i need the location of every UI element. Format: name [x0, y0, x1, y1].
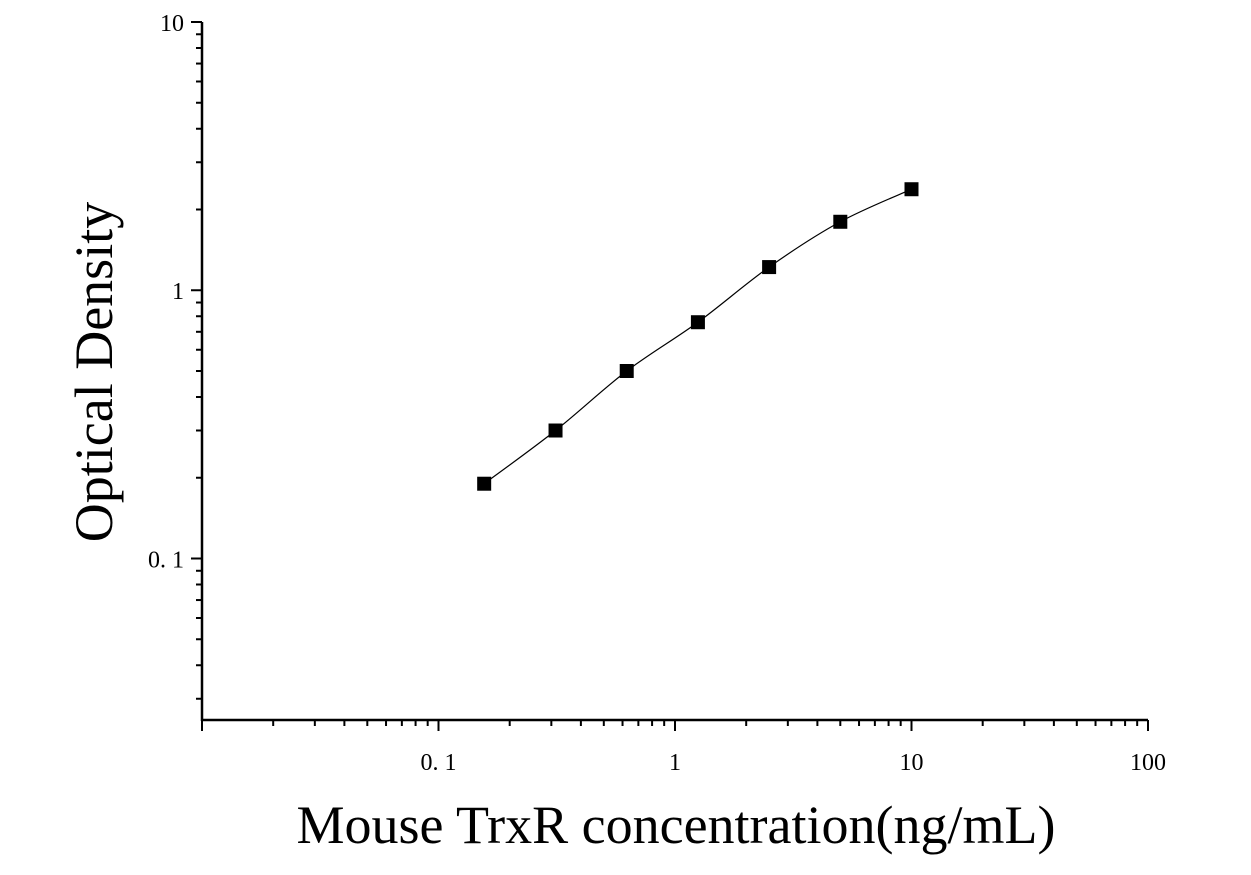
data-points	[477, 182, 919, 491]
data-point	[477, 476, 492, 491]
data-point	[904, 182, 919, 197]
y-axis-title: Optical Density	[64, 202, 124, 542]
x-tick-label: 100	[1130, 750, 1166, 776]
data-point	[690, 315, 705, 330]
tick-labels: 0. 1 1 10 100 0. 1 1 10	[148, 11, 1166, 776]
axes	[200, 22, 1148, 722]
data-point	[833, 214, 848, 229]
x-tick-label: 10	[900, 750, 924, 776]
data-point	[762, 260, 777, 275]
x-tick-label: 1	[669, 750, 681, 776]
x-tick-label: 0. 1	[421, 750, 457, 776]
x-axis-title: Mouse TrxR concentration(ng/mL)	[297, 795, 1056, 855]
ticks	[191, 21, 1149, 731]
data-point	[619, 364, 634, 378]
y-tick-label: 0. 1	[148, 547, 184, 573]
y-tick-label: 10	[160, 11, 184, 37]
data-point	[548, 423, 563, 438]
fit-curve	[483, 188, 912, 485]
y-tick-label: 1	[172, 279, 184, 305]
